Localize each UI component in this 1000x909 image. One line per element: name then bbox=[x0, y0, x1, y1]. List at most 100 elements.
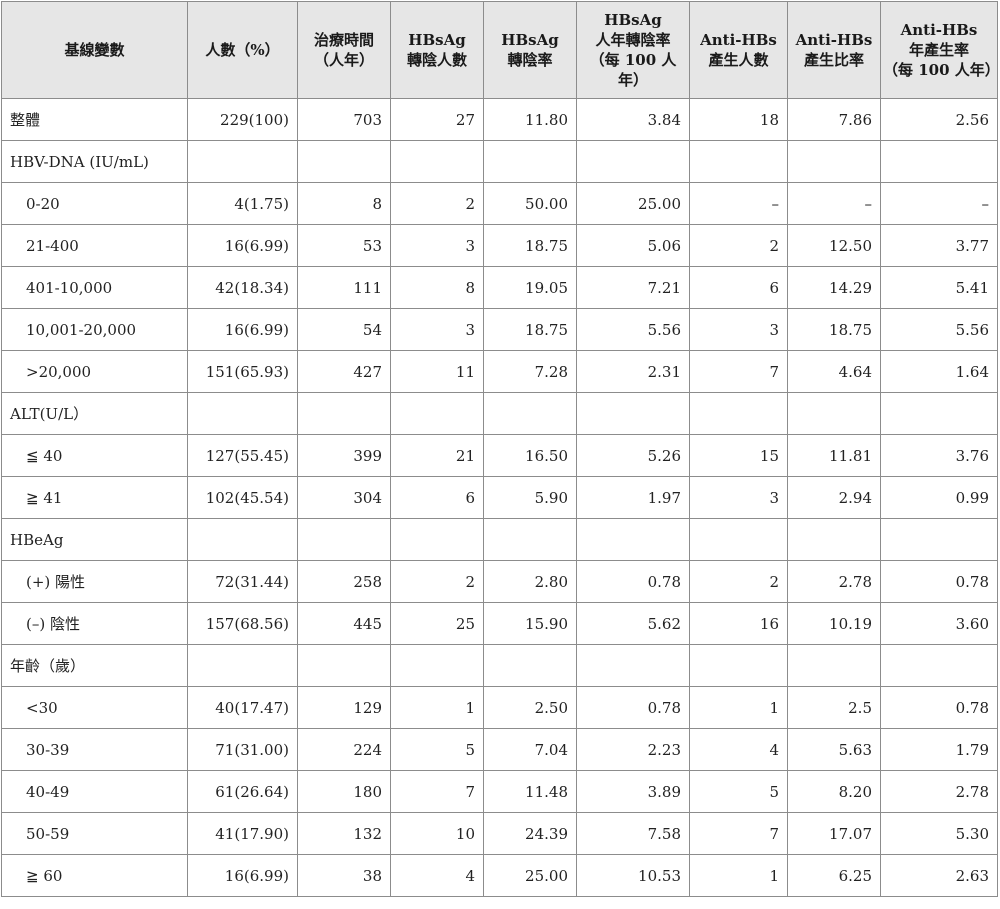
table-cell: 5 bbox=[390, 728, 484, 771]
table-cell: 11.81 bbox=[787, 434, 881, 477]
table-cell: 17.07 bbox=[787, 812, 881, 855]
table-cell: 15 bbox=[689, 434, 788, 477]
table-row: 50-59 41(17.90) 132 10 24.39 7.58 7 17.07 5.30 bbox=[1, 812, 998, 855]
table-cell: 7.21 bbox=[576, 266, 690, 309]
row-label: 21-400 bbox=[1, 224, 188, 267]
row-label: 0-20 bbox=[1, 182, 188, 225]
table-cell bbox=[689, 644, 788, 687]
table-cell: 16.50 bbox=[483, 434, 577, 477]
table-cell: 111 bbox=[297, 266, 391, 309]
table-cell bbox=[576, 392, 690, 435]
table-row: 401-10,000 42(18.34) 111 8 19.05 7.21 6 14.29 5.… bbox=[1, 266, 998, 309]
table-cell: 16(6.99) bbox=[187, 854, 298, 897]
table-cell: 7.04 bbox=[483, 728, 577, 771]
table-header: 基線變數 人數（%） 治療時間 （人年） HBsAg 轉陰人數 HBsAg 轉陰率 HBsAg 人… bbox=[1, 1, 998, 99]
table-cell: 53 bbox=[297, 224, 391, 267]
group-header-row: HBV-DNA (IU/mL) bbox=[1, 140, 998, 183]
table-cell: 2.31 bbox=[576, 350, 690, 393]
row-label: ≧ 41 bbox=[1, 476, 188, 519]
table-row: <30 40(17.47) 129 1 2.50 0.78 1 2.5 0.78 bbox=[1, 686, 998, 729]
header-treatment-time: 治療時間 （人年） bbox=[297, 1, 391, 99]
table-cell: 50.00 bbox=[483, 182, 577, 225]
table-cell: 16(6.99) bbox=[187, 224, 298, 267]
table-cell: 18.75 bbox=[483, 224, 577, 267]
table-cell: 15.90 bbox=[483, 602, 577, 645]
header-line: （每 100 人年） bbox=[883, 61, 998, 79]
table-cell bbox=[689, 392, 788, 435]
header-row: 基線變數 人數（%） 治療時間 （人年） HBsAg 轉陰人數 HBsAg 轉陰率 HBsAg 人… bbox=[1, 1, 998, 99]
table-row: 10,001-20,000 16(6.99) 54 3 18.75 5.56 3 18.75 5… bbox=[1, 308, 998, 351]
row-label: 整體 bbox=[1, 98, 188, 141]
row-label: ALT(U/L） bbox=[1, 392, 188, 435]
table-cell: 151(65.93) bbox=[187, 350, 298, 393]
table-cell: 2.80 bbox=[483, 560, 577, 603]
header-anti-hbs-count: Anti-HBs 產生人數 bbox=[689, 1, 788, 99]
table-cell: 0.78 bbox=[576, 560, 690, 603]
table-cell: 10.19 bbox=[787, 602, 881, 645]
table-cell: 27 bbox=[390, 98, 484, 141]
row-label: ≧ 60 bbox=[1, 854, 188, 897]
table-cell: 14.29 bbox=[787, 266, 881, 309]
table-cell: 5.62 bbox=[576, 602, 690, 645]
table-cell: 18.75 bbox=[483, 308, 577, 351]
table-cell: 41(17.90) bbox=[187, 812, 298, 855]
table-cell: 21 bbox=[390, 434, 484, 477]
table-cell: 42(18.34) bbox=[187, 266, 298, 309]
table-cell bbox=[483, 518, 577, 561]
table-row: (–) 陰性 157(68.56) 445 25 15.90 5.62 16 10.19 3.6… bbox=[1, 602, 998, 645]
table-cell: 8.20 bbox=[787, 770, 881, 813]
header-line: 年產生率 bbox=[908, 41, 969, 59]
header-line: 人數（%） bbox=[205, 41, 280, 59]
table-cell: 2 bbox=[689, 224, 788, 267]
table-cell: 7.28 bbox=[483, 350, 577, 393]
table-cell: 3 bbox=[689, 476, 788, 519]
table-cell bbox=[297, 518, 391, 561]
header-line: 人年轉陰率 bbox=[595, 31, 671, 49]
table-cell bbox=[880, 392, 998, 435]
table-cell: 5.06 bbox=[576, 224, 690, 267]
table-cell: 40(17.47) bbox=[187, 686, 298, 729]
table-cell: 6.25 bbox=[787, 854, 881, 897]
table-cell: 61(26.64) bbox=[187, 770, 298, 813]
table-cell bbox=[187, 140, 298, 183]
table-cell bbox=[390, 140, 484, 183]
table-cell: 5 bbox=[689, 770, 788, 813]
header-line: Anti-HBs bbox=[900, 21, 978, 39]
header-line: Anti-HBs bbox=[700, 31, 777, 49]
table-cell: 2.63 bbox=[880, 854, 998, 897]
table-cell bbox=[187, 644, 298, 687]
table-cell: 1.97 bbox=[576, 476, 690, 519]
table-cell: 3 bbox=[689, 308, 788, 351]
table-cell: 0.78 bbox=[880, 686, 998, 729]
table-cell bbox=[689, 140, 788, 183]
table-cell: 19.05 bbox=[483, 266, 577, 309]
table-cell: 5.63 bbox=[787, 728, 881, 771]
table-cell: 8 bbox=[390, 266, 484, 309]
table-row: 整體 229(100) 703 27 11.80 3.84 18 7.86 2.56 bbox=[1, 98, 998, 141]
row-label: 401-10,000 bbox=[1, 266, 188, 309]
table-cell bbox=[576, 518, 690, 561]
header-line: （人年） bbox=[313, 51, 374, 69]
table-row: 21-400 16(6.99) 53 3 18.75 5.06 2 12.50 3.77 bbox=[1, 224, 998, 267]
table-cell: 3 bbox=[390, 224, 484, 267]
header-line: 產生比率 bbox=[803, 51, 864, 69]
table-cell: 25.00 bbox=[576, 182, 690, 225]
table-cell bbox=[390, 392, 484, 435]
table-cell: 10 bbox=[390, 812, 484, 855]
table-cell bbox=[787, 392, 881, 435]
table-row: >20,000 151(65.93) 427 11 7.28 2.31 7 4.64 1.64 bbox=[1, 350, 998, 393]
table-body: 整體 229(100) 703 27 11.80 3.84 18 7.86 2.56 HBV-DN… bbox=[1, 98, 998, 897]
table-cell: 54 bbox=[297, 308, 391, 351]
table-cell: 2.5 bbox=[787, 686, 881, 729]
table-row: ≧ 60 16(6.99) 38 4 25.00 10.53 1 6.25 2.63 bbox=[1, 854, 998, 897]
table-row: 40-49 61(26.64) 180 7 11.48 3.89 5 8.20 2.78 bbox=[1, 770, 998, 813]
table-cell: 24.39 bbox=[483, 812, 577, 855]
row-label: HBV-DNA (IU/mL) bbox=[1, 140, 188, 183]
table-cell: 6 bbox=[390, 476, 484, 519]
table-cell: 0.78 bbox=[880, 560, 998, 603]
table-cell: 4 bbox=[390, 854, 484, 897]
table-cell: 2.94 bbox=[787, 476, 881, 519]
table-cell: 132 bbox=[297, 812, 391, 855]
table-cell: 1.64 bbox=[880, 350, 998, 393]
